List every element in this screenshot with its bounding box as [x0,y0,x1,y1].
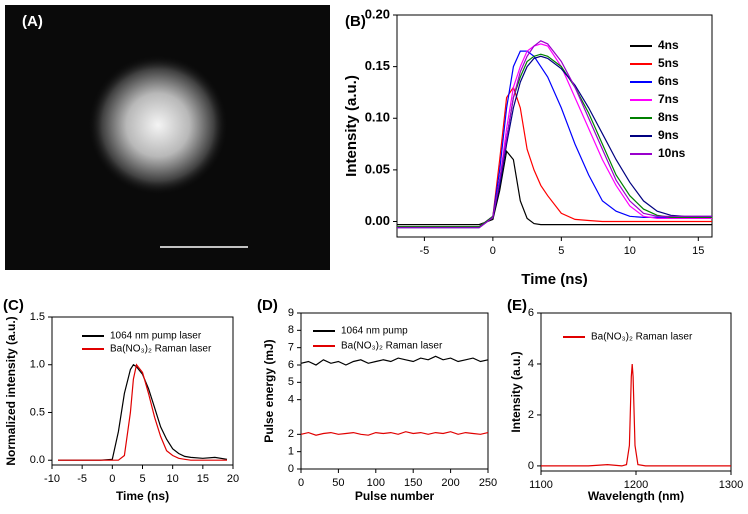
legend-label: 6ns [658,74,679,88]
panel-label: (A) [22,13,43,30]
x-axis-title: Time (ns) [521,271,587,288]
plot-frame [300,312,489,470]
panel-label: (D) [257,297,278,314]
y-axis-title: Intensity (a.u.) [343,75,360,177]
x-tick-label: 15 [197,473,209,485]
legend-label: Ba(NO₃)₂ Raman laser [591,332,693,343]
y-tick-label: 8 [288,324,294,336]
y-tick-label: 0 [288,463,294,475]
y-tick-label: 5 [288,376,294,388]
y-tick-label: 0.15 [365,58,390,73]
y-tick-label: 0 [528,460,534,472]
panel-label: (C) [3,297,24,314]
y-tick-label: 0.20 [365,6,390,21]
series-line [541,363,731,467]
x-tick-label: -10 [44,473,60,485]
panel-label: (B) [345,13,366,30]
plot-frame [396,14,713,238]
x-tick-label: 5 [139,473,145,485]
x-tick-label: -5 [420,245,430,257]
y-tick-label: 0.5 [30,406,45,418]
series-line [58,363,228,461]
x-tick-label: 0 [490,245,496,257]
y-tick-label: 9 [288,307,294,319]
legend-label: 9ns [658,128,679,142]
y-tick-label: 0.05 [365,161,390,176]
y-tick-label: 1.5 [30,311,45,323]
x-tick-label: 10 [624,245,636,257]
legend-label: Ba(NO₃)₂ Raman laser [341,341,443,352]
x-tick-label: -5 [77,473,87,485]
x-tick-label: 1100 [529,479,553,491]
legend-label: Ba(NO₃)₂ Raman laser [110,344,212,355]
y-tick-label: 4 [288,394,294,406]
y-tick-label: 0.10 [365,110,390,125]
x-tick-label: 100 [367,477,385,489]
legend-label: 5ns [658,56,679,70]
x-tick-label: 0 [298,477,304,489]
y-tick-label: 1.0 [30,359,45,371]
series-line [300,431,489,436]
y-axis-title: Intensity (a.u.) [509,351,523,432]
x-tick-label: 5 [558,245,564,257]
x-tick-label: 150 [404,477,422,489]
x-axis-title: Wavelength (nm) [588,489,684,503]
series-line [58,363,227,461]
y-tick-label: 6 [528,307,534,319]
y-tick-label: 0.00 [365,213,390,228]
legend-label: 1064 nm pump laser [110,331,202,342]
y-tick-label: 0.0 [30,454,45,466]
x-axis-title: Pulse number [355,489,435,503]
legend-label: 8ns [658,110,679,124]
beam-spot [88,55,228,195]
legend-label: 10ns [658,146,686,160]
x-tick-label: 0 [109,473,115,485]
y-tick-label: 6 [288,359,294,371]
legend-label: 1064 nm pump [341,326,408,337]
series-line [397,40,712,229]
x-tick-label: 1300 [719,479,743,491]
x-tick-label: 20 [227,473,239,485]
plot-frame [540,312,732,472]
y-tick-label: 2 [288,428,294,440]
series-line [397,149,712,226]
y-tick-label: 2 [528,409,534,421]
x-tick-label: 15 [692,245,704,257]
legend-label: 7ns [658,92,679,106]
x-tick-label: 10 [167,473,179,485]
x-tick-label: 1200 [624,479,648,491]
y-tick-label: 7 [288,342,294,354]
legend-label: 4ns [658,38,679,52]
series-line [300,355,489,366]
x-axis-title: Time (ns) [116,489,169,503]
plot-frame [51,316,234,466]
y-tick-label: 4 [528,358,534,370]
y-tick-label: 1 [288,446,294,458]
panel-label: (E) [507,297,527,314]
y-axis-title: Pulse energy (mJ) [262,339,276,442]
y-axis-title: Normalized intensity (a.u.) [4,316,18,465]
x-tick-label: 50 [332,477,344,489]
x-tick-label: 200 [441,477,459,489]
x-tick-label: 250 [479,477,497,489]
